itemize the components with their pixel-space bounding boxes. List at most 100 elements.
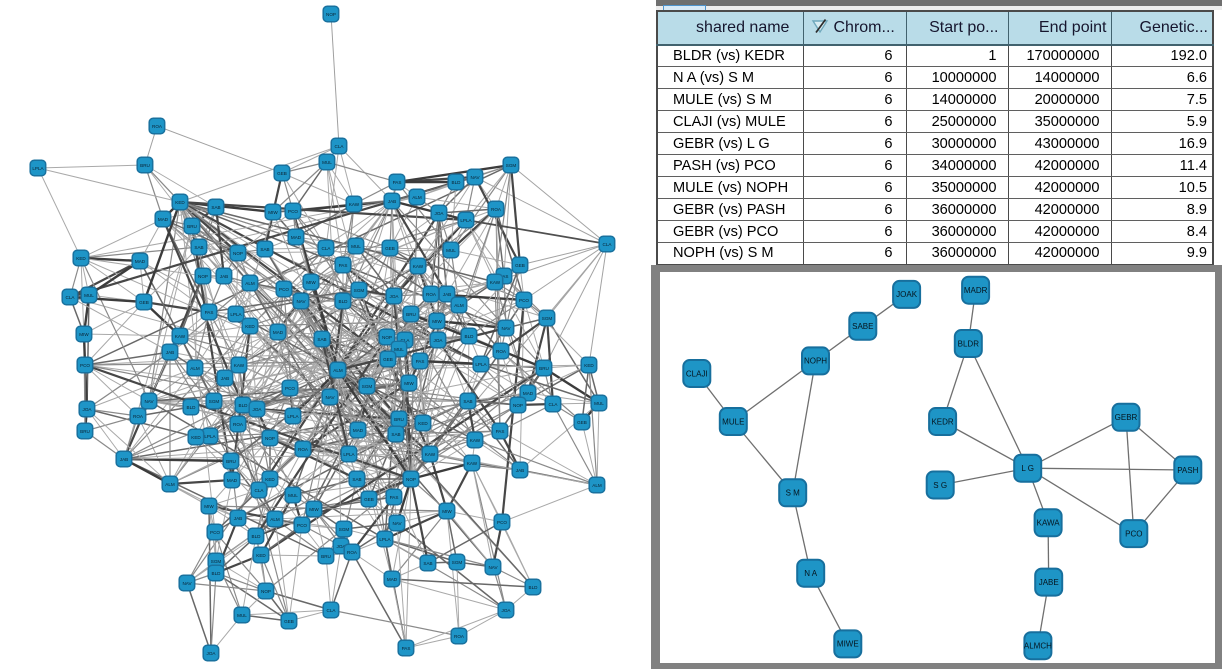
svg-text:PAS: PAS (496, 429, 505, 434)
svg-text:MAD: MAD (387, 577, 398, 582)
svg-text:GEB: GEB (577, 420, 587, 425)
svg-text:ROA: ROA (298, 447, 309, 452)
svg-text:SAB: SAB (391, 432, 400, 437)
svg-text:ROA: ROA (426, 292, 437, 297)
svg-text:KED: KED (418, 421, 428, 426)
svg-text:MIW: MIW (442, 509, 452, 514)
svg-text:ALM: ALM (190, 366, 200, 371)
svg-text:JOA: JOA (390, 294, 400, 299)
svg-text:MUL: MUL (594, 401, 604, 406)
svg-text:SGM: SGM (362, 384, 373, 389)
svg-text:BLD: BLD (452, 180, 462, 185)
svg-text:SAB: SAB (317, 337, 326, 342)
svg-text:MAD: MAD (291, 235, 302, 240)
svg-text:BRU: BRU (226, 459, 236, 464)
svg-text:NAV: NAV (501, 326, 511, 331)
svg-text:BLDR: BLDR (958, 339, 980, 348)
svg-text:JAB: JAB (234, 516, 242, 521)
svg-text:KAW: KAW (349, 202, 360, 207)
svg-text:NOP: NOP (382, 335, 392, 340)
svg-text:MIW: MIW (306, 280, 316, 285)
svg-text:ALM: ALM (592, 483, 602, 488)
svg-text:PAS: PAS (393, 180, 402, 185)
svg-text:MIW: MIW (268, 210, 278, 215)
svg-text:S G: S G (933, 481, 947, 490)
svg-text:JOA: JOA (207, 651, 217, 656)
svg-text:CLA: CLA (549, 402, 559, 407)
svg-text:ALM: ALM (454, 303, 464, 308)
svg-text:BLD: BLD (239, 403, 249, 408)
svg-text:ALM: ALM (245, 281, 255, 286)
svg-text:MAD: MAD (353, 428, 364, 433)
svg-text:SAB: SAB (211, 205, 220, 210)
svg-text:MAD: MAD (227, 478, 238, 483)
svg-text:MIW: MIW (309, 507, 319, 512)
svg-text:JOA: JOA (83, 407, 93, 412)
svg-text:SGM: SGM (354, 288, 365, 293)
svg-text:SGM: SGM (542, 316, 553, 321)
svg-text:GEB: GEB (284, 619, 294, 624)
svg-text:ROA: ROA (133, 414, 144, 419)
svg-text:PCO: PCO (1125, 529, 1142, 538)
svg-text:JOA: JOA (253, 407, 263, 412)
svg-text:MUL: MUL (288, 493, 298, 498)
svg-text:L G: L G (1021, 464, 1034, 473)
svg-text:PAS: PAS (402, 646, 411, 651)
svg-text:SGM: SGM (506, 163, 517, 168)
svg-text:GEB: GEB (277, 171, 287, 176)
svg-text:GEB: GEB (383, 357, 393, 362)
svg-text:MIW: MIW (204, 504, 214, 509)
svg-text:CLAJI: CLAJI (686, 369, 708, 378)
svg-text:PCO: PCO (210, 530, 220, 535)
svg-text:JAB: JAB (120, 457, 128, 462)
svg-text:CLA: CLA (327, 608, 337, 613)
svg-text:GEB: GEB (364, 497, 374, 502)
svg-text:NAV: NAV (144, 399, 154, 404)
svg-text:PASH: PASH (1177, 466, 1198, 475)
svg-text:KAW: KAW (425, 452, 436, 457)
svg-text:LPLA: LPLA (475, 362, 487, 367)
svg-text:BRU: BRU (539, 366, 549, 371)
svg-text:LPLA: LPLA (343, 452, 355, 457)
svg-text:KED: KED (76, 256, 86, 261)
svg-text:BLD: BLD (465, 334, 475, 339)
svg-text:JAB: JAB (516, 468, 524, 473)
svg-text:BRU: BRU (394, 417, 404, 422)
svg-text:SAB: SAB (260, 247, 269, 252)
svg-text:KAW: KAW (413, 264, 424, 269)
svg-text:JAB: JAB (221, 376, 229, 381)
svg-text:PAS: PAS (500, 274, 509, 279)
svg-text:NOP: NOP (265, 436, 275, 441)
svg-text:NOP: NOP (513, 403, 523, 408)
svg-text:KED: KED (584, 363, 594, 368)
svg-text:NAV: NAV (325, 395, 335, 400)
svg-text:N A: N A (804, 569, 818, 578)
svg-text:JABE: JABE (1039, 578, 1059, 587)
svg-text:PCO: PCO (497, 520, 507, 525)
svg-text:KAWA: KAWA (1037, 519, 1061, 528)
svg-text:JAB: JAB (443, 292, 451, 297)
svg-text:JAB: JAB (388, 199, 396, 204)
svg-text:NOP: NOP (198, 274, 208, 279)
svg-text:BLD: BLD (212, 571, 222, 576)
svg-text:SGM: SGM (211, 559, 222, 564)
svg-text:NAV: NAV (392, 521, 402, 526)
svg-text:CLA: CLA (401, 338, 411, 343)
svg-text:SAB: SAB (423, 561, 432, 566)
svg-text:NOP: NOP (261, 589, 271, 594)
svg-text:KAW: KAW (467, 461, 478, 466)
svg-text:KAW: KAW (470, 438, 481, 443)
svg-text:S M: S M (786, 489, 801, 498)
svg-text:PCO: PCO (285, 386, 295, 391)
svg-text:SGM: SGM (339, 527, 350, 532)
svg-text:JAB: JAB (220, 274, 228, 279)
svg-text:LPLA: LPLA (32, 166, 44, 171)
svg-text:MAD: MAD (523, 391, 534, 396)
svg-text:NAV: NAV (296, 299, 306, 304)
svg-text:ALM: ALM (270, 517, 280, 522)
svg-text:KAW: KAW (234, 363, 245, 368)
svg-text:MUL: MUL (84, 293, 94, 298)
svg-text:PCO: PCO (297, 523, 307, 528)
svg-text:BLD: BLD (529, 585, 539, 590)
svg-text:SAB: SAB (463, 399, 472, 404)
